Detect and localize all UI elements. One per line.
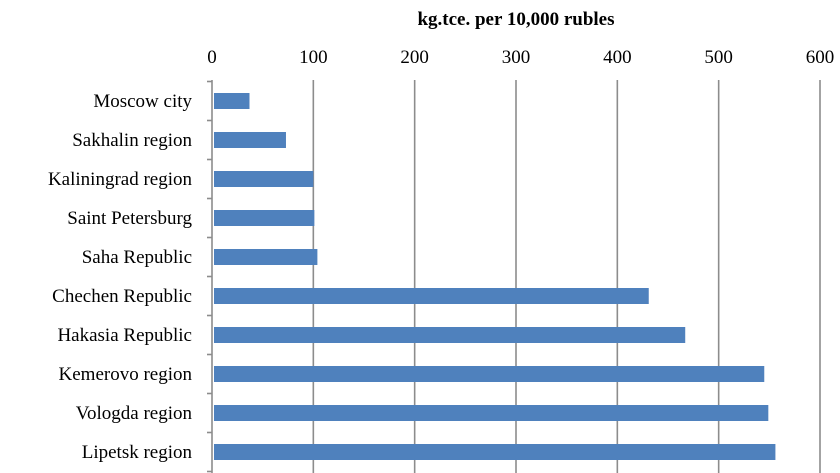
category-label: Lipetsk region <box>82 442 193 463</box>
x-tick-label: 100 <box>299 47 328 68</box>
bar <box>214 249 318 265</box>
category-label: Kemerovo region <box>59 364 193 385</box>
category-label: Sakhalin region <box>72 130 192 151</box>
bar <box>214 171 314 187</box>
bar <box>214 366 765 382</box>
bar <box>214 327 686 343</box>
bar <box>214 288 649 304</box>
x-tick-label: 200 <box>400 47 429 68</box>
category-label: Saha Republic <box>82 247 192 268</box>
category-label: Saint Petersburg <box>67 208 192 229</box>
bar <box>214 93 250 109</box>
x-axis-title: kg.tce. per 10,000 rubles <box>417 9 614 30</box>
category-label: Chechen Republic <box>52 286 192 307</box>
x-tick-label: 600 <box>806 47 835 68</box>
category-labels: Moscow city Sakhalin region Kaliningrad re… <box>48 91 193 463</box>
x-tick-label: 400 <box>603 47 632 68</box>
bar <box>214 210 315 226</box>
x-tick-label: 0 <box>207 47 217 68</box>
category-label: Vologda region <box>76 403 193 424</box>
y-axis <box>207 80 213 473</box>
bar <box>214 405 769 421</box>
bar <box>214 444 776 460</box>
x-tick-label: 300 <box>502 47 531 68</box>
x-tick-labels: 0 100 200 300 400 500 600 <box>207 47 834 68</box>
category-label: Kaliningrad region <box>48 169 193 190</box>
bar <box>214 132 286 148</box>
category-label: Moscow city <box>93 91 192 112</box>
category-label: Hakasia Republic <box>57 325 192 346</box>
bars <box>214 93 776 460</box>
x-tick-label: 500 <box>704 47 733 68</box>
